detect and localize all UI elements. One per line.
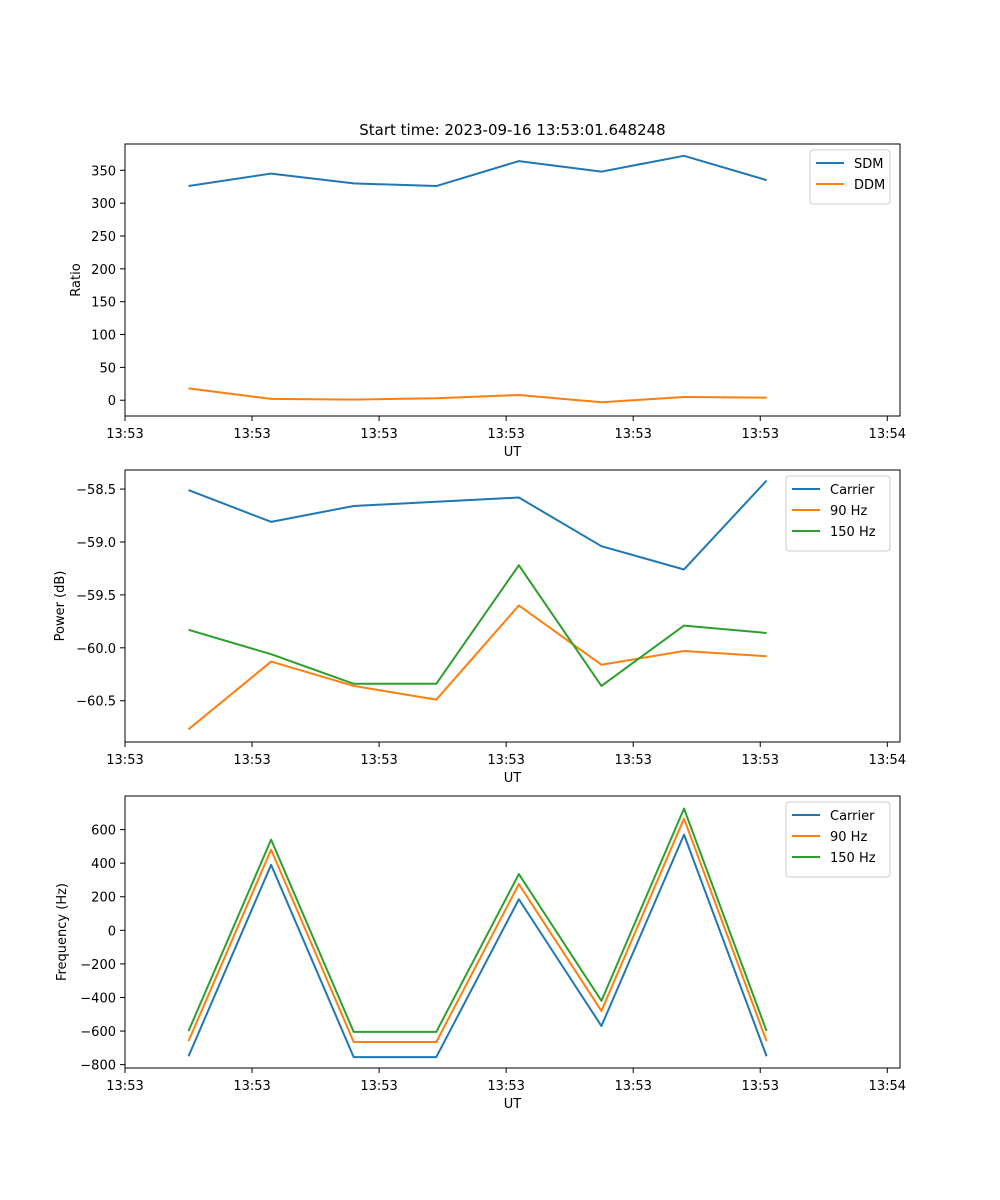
x-tick-label: 13:53 — [360, 1079, 397, 1094]
x-tick-label: 13:53 — [614, 753, 651, 768]
y-tick-label: −800 — [80, 1059, 116, 1074]
y-tick-label: 150 — [91, 296, 116, 311]
chart-title: Start time: 2023-09-16 13:53:01.648248 — [359, 121, 665, 139]
axes-frame — [124, 795, 901, 1069]
chart-panel-3: 13:53 13:53 13:53 13:53 13:53 13:53 13:54 −800 −… — [55, 795, 906, 1112]
x-tick-label: 13:53 — [233, 1079, 270, 1094]
y-tick-label: −59.0 — [76, 536, 116, 551]
y-tick-label: 200 — [91, 891, 116, 906]
y-tick-label: 100 — [91, 329, 116, 344]
x-tick-label: 13:53 — [233, 427, 270, 442]
y-axis-title: Frequency (Hz) — [55, 883, 70, 981]
axes-frame — [124, 469, 901, 743]
legend-label: 150 Hz — [830, 525, 876, 540]
y-tick-label: 250 — [91, 230, 116, 245]
legend: Carrier 90 Hz 150 Hz — [785, 801, 891, 878]
x-tick-label: 13:53 — [106, 753, 143, 768]
y-tick-label: 600 — [91, 824, 116, 839]
y-axis-title: Power (dB) — [53, 571, 68, 642]
y-tick-label: 350 — [91, 164, 116, 179]
series-line-ddm — [188, 387, 767, 404]
x-tick-label: 13:53 — [106, 427, 143, 442]
legend-label: Carrier — [830, 483, 875, 498]
y-tick-label: 300 — [91, 197, 116, 212]
x-tick-label: 13:53 — [742, 753, 779, 768]
legend: SDM DDM — [809, 149, 891, 205]
legend-label: 150 Hz — [830, 851, 876, 866]
chart-panel-1: 13:53 13:53 13:53 13:53 13:53 13:53 13:54 0 50 10… — [69, 121, 906, 460]
x-tick-label: 13:53 — [742, 427, 779, 442]
x-tick-label: 13:53 — [360, 753, 397, 768]
series-line-carrier — [187, 833, 768, 1059]
y-tick-label: 200 — [91, 263, 116, 278]
series-line-90-hz — [187, 604, 767, 731]
legend-label: DDM — [854, 178, 885, 193]
x-tick-label: 13:53 — [106, 1079, 143, 1094]
y-tick-label: −200 — [80, 958, 116, 973]
x-tick-label: 13:53 — [233, 753, 270, 768]
y-tick-label: 0 — [108, 924, 116, 939]
y-tick-label: −58.5 — [76, 483, 116, 498]
x-tick-label: 13:53 — [614, 427, 651, 442]
series-line-carrier — [188, 479, 768, 571]
legend-label: 90 Hz — [830, 504, 867, 519]
x-tick-label: 13:53 — [487, 1079, 524, 1094]
y-tick-label: 400 — [91, 857, 116, 872]
series-line-sdm — [188, 154, 767, 188]
x-tick-label: 13:53 — [487, 753, 524, 768]
legend-box — [785, 801, 891, 878]
legend-label: 90 Hz — [830, 830, 867, 845]
x-tick-label: 13:53 — [360, 427, 397, 442]
y-tick-label: −600 — [80, 1025, 116, 1040]
y-tick-label: −60.5 — [76, 695, 116, 710]
legend-box — [785, 475, 891, 552]
x-tick-label: 13:53 — [742, 1079, 779, 1094]
series-line-90-hz — [187, 817, 768, 1043]
y-tick-label: 50 — [99, 361, 116, 376]
chart-panel-2: 13:53 13:53 13:53 13:53 13:53 13:53 13:54 −60.5… — [53, 469, 906, 786]
x-tick-label: 13:53 — [487, 427, 524, 442]
series-line-150-hz — [188, 564, 767, 687]
legend-label: SDM — [854, 157, 883, 172]
y-axis-title: Ratio — [69, 263, 84, 296]
axes-frame — [124, 143, 901, 417]
x-axis-title: UT — [504, 1097, 522, 1112]
x-tick-label: 13:54 — [869, 1079, 906, 1094]
x-tick-label: 13:54 — [869, 427, 906, 442]
series-line-150-hz — [187, 807, 768, 1033]
x-tick-label: 13:53 — [614, 1079, 651, 1094]
legend-label: Carrier — [830, 809, 875, 824]
y-tick-label: −400 — [80, 991, 116, 1006]
legend: Carrier 90 Hz 150 Hz — [785, 475, 891, 552]
x-axis-title: UT — [504, 771, 522, 786]
y-tick-label: 0 — [108, 394, 116, 409]
x-axis-title: UT — [504, 445, 522, 460]
y-tick-label: −59.5 — [76, 589, 116, 604]
y-tick-label: −60.0 — [76, 642, 116, 657]
x-tick-label: 13:54 — [869, 753, 906, 768]
